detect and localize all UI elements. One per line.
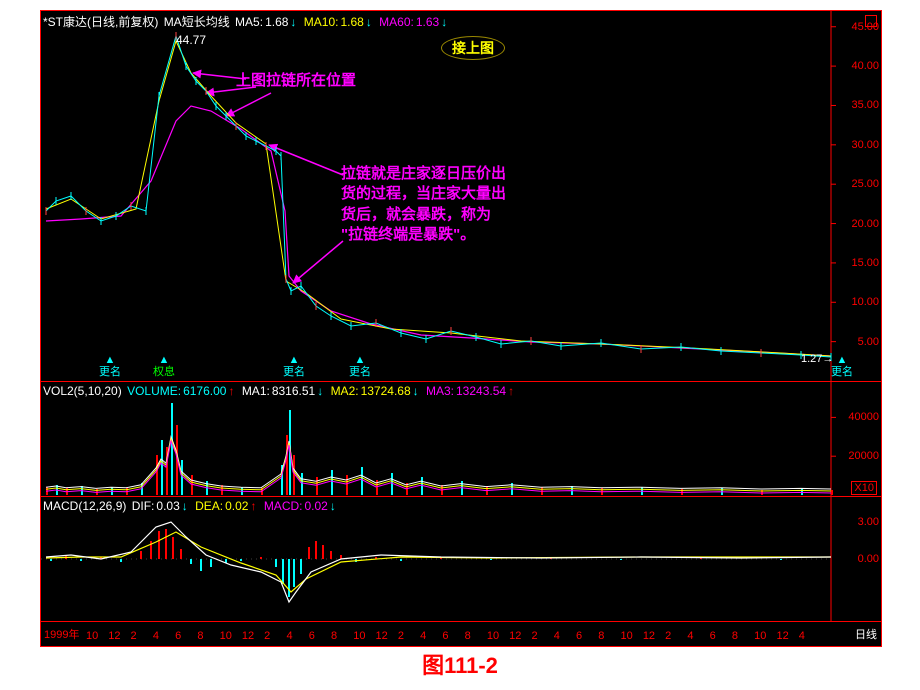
macd-name: MACD(12,26,9): [43, 499, 126, 513]
x-tick-label: 12: [242, 630, 254, 642]
annotation-block: 拉链就是庄家逐日压价出货的过程，当庄家大量出货后，就会暴跌，称为"拉链终端是暴跌…: [341, 164, 506, 245]
ma60-label: MA60:1.63↓: [379, 15, 449, 29]
event-marker: ▲更名: [831, 357, 853, 379]
y-tick-label: 15.00: [851, 257, 879, 269]
y-tick-label: 35.00: [851, 99, 879, 111]
year-label: 1999年: [44, 626, 79, 642]
price-panel: *ST康达(日线,前复权) MA短长均线 MA5:1.68↓ MA10:1.68…: [41, 11, 881, 381]
x-tick-label: 10: [621, 630, 633, 642]
x-tick-label: 8: [197, 630, 203, 642]
x-tick-label: 10: [353, 630, 365, 642]
annotation-title: 上图拉链所在位置: [236, 69, 356, 90]
x-tick-label: 10: [220, 630, 232, 642]
y-tick-label: 45.00: [851, 21, 879, 33]
event-marker: ▲更名: [283, 357, 305, 379]
x-tick-label: 4: [286, 630, 292, 642]
ma5-label: MA5:1.68↓: [235, 15, 298, 29]
macd-dea: DEA:0.02↑: [195, 499, 258, 513]
vol-value: VOLUME:6176.00↑: [127, 384, 236, 398]
x-tick-label: 12: [509, 630, 521, 642]
y-tick-label: 0.00: [858, 553, 879, 565]
x-tick-label: 4: [687, 630, 693, 642]
stock-name: *ST康达(日线,前复权): [43, 15, 158, 29]
x-tick-label: 8: [465, 630, 471, 642]
x-tick-label: 4: [420, 630, 426, 642]
y-tick-label: 40.00: [851, 60, 879, 72]
y-tick-label: 40000: [848, 411, 879, 423]
x-tick-label: 10: [754, 630, 766, 642]
x-tick-label: 4: [799, 630, 805, 642]
stock-chart-container: *ST康达(日线,前复权) MA短长均线 MA5:1.68↓ MA10:1.68…: [40, 10, 882, 647]
x-tick-label: 2: [131, 630, 137, 642]
event-marker: ▲权息: [153, 357, 175, 379]
macd-panel: MACD(12,26,9) DIF:0.03↓ DEA:0.02↑ MACD:0…: [41, 496, 881, 622]
x-tick-label: 2: [398, 630, 404, 642]
x-tick-label: 8: [732, 630, 738, 642]
y-tick-label: 25.00: [851, 178, 879, 190]
time-axis: 1999年 10 12 2 4 6 8 10 12 2 4 6 8 10 12 2 4 6 8 10 12 2 4 6 8 10…: [41, 621, 881, 645]
y-tick-label: 3.00: [858, 516, 879, 528]
low-label: 1.27→: [801, 353, 833, 365]
x-tick-label: 12: [643, 630, 655, 642]
indicator-name: MA短长均线: [164, 15, 230, 29]
x-tick-label: 10: [86, 630, 98, 642]
x-tick-label: 4: [554, 630, 560, 642]
x-tick-label: 6: [576, 630, 582, 642]
vol-ma2: MA2:13724.68↓: [331, 384, 421, 398]
y-tick-label: 20000: [848, 450, 879, 462]
ma10-label: MA10:1.68↓: [304, 15, 374, 29]
y-tick-label: 5.00: [858, 336, 879, 348]
x-tick-label: 6: [710, 630, 716, 642]
macd-header: MACD(12,26,9) DIF:0.03↓ DEA:0.02↑ MACD:0…: [43, 499, 340, 513]
figure-caption: 图111-2: [0, 648, 920, 680]
volume-header: VOL2(5,10,20) VOLUME:6176.00↑ MA1:8316.5…: [43, 384, 518, 398]
price-header: *ST康达(日线,前复权) MA短长均线 MA5:1.68↓ MA10:1.68…: [43, 13, 451, 30]
badge-link: 接上图: [441, 36, 505, 60]
x-tick-label: 8: [331, 630, 337, 642]
x-tick-label: 2: [264, 630, 270, 642]
macd-dif: DIF:0.03↓: [132, 499, 190, 513]
volume-panel: VOL2(5,10,20) VOLUME:6176.00↑ MA1:8316.5…: [41, 381, 881, 497]
peak-label: 44.77: [176, 33, 206, 47]
x-tick-label: 2: [531, 630, 537, 642]
event-marker: ▲更名: [99, 357, 121, 379]
volume-svg: [41, 382, 881, 497]
vol-ma1: MA1:8316.51↓: [242, 384, 325, 398]
x-tick-label: 12: [376, 630, 388, 642]
y-tick-label: 20.00: [851, 218, 879, 230]
vol-name: VOL2(5,10,20): [43, 384, 122, 398]
macd-val: MACD:0.02↓: [264, 499, 338, 513]
x-tick-label: 12: [776, 630, 788, 642]
vol-ma3: MA3:13243.54↑: [426, 384, 516, 398]
x-tick-label: 6: [442, 630, 448, 642]
x-tick-label: 6: [175, 630, 181, 642]
period-label: 日线: [855, 626, 877, 642]
event-marker: ▲更名: [349, 357, 371, 379]
y-tick-label: 30.00: [851, 139, 879, 151]
x-tick-label: 10: [487, 630, 499, 642]
x-tick-label: 4: [153, 630, 159, 642]
x-tick-label: 8: [598, 630, 604, 642]
x-tick-label: 6: [309, 630, 315, 642]
macd-svg: [41, 497, 881, 622]
x-tick-label: 12: [108, 630, 120, 642]
x10-badge: X10: [851, 481, 877, 495]
x-tick-label: 2: [665, 630, 671, 642]
y-tick-label: 10.00: [851, 296, 879, 308]
